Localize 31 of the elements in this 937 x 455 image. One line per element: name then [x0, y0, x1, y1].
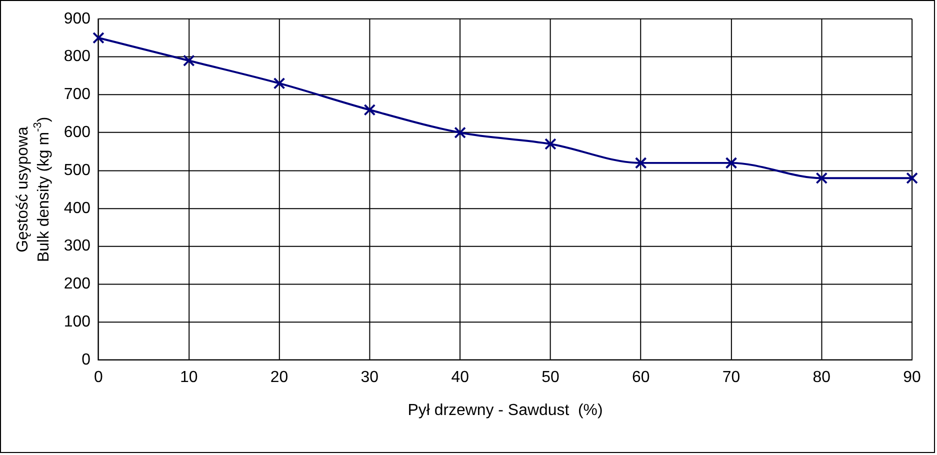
x-tick-label: 20	[270, 368, 288, 386]
x-tick-label: 0	[94, 368, 104, 386]
y-tick-label: 800	[64, 48, 91, 66]
point	[92, 32, 104, 44]
y-tick-label: 0	[82, 351, 91, 368]
x-tick-label: 90	[903, 368, 922, 386]
x-axis-title: Pył drzewny - Sawdust (%)	[408, 402, 603, 419]
point	[364, 104, 376, 116]
point	[273, 77, 286, 90]
x-tick-label: 30	[360, 368, 379, 386]
x-tick-label: 60	[632, 368, 650, 386]
y-tick-label: 600	[64, 124, 91, 141]
point	[544, 138, 556, 150]
point	[725, 157, 738, 169]
point	[454, 126, 466, 139]
point	[906, 172, 918, 184]
x-tick-label: 50	[542, 368, 560, 386]
y-tick-label: 900	[64, 10, 91, 28]
y-tick-label: 400	[64, 200, 91, 217]
y-tick-label: 100	[64, 314, 91, 330]
y-tick-label: 500	[64, 162, 91, 179]
point	[182, 54, 195, 67]
point	[634, 157, 647, 169]
x-tick-label: 10	[180, 368, 198, 386]
y-tick-label: 300	[64, 238, 91, 255]
x-tick-label: 80	[812, 368, 831, 386]
point	[816, 172, 828, 184]
y-tick-label: 200	[64, 276, 91, 293]
x-tick-label: 70	[722, 368, 740, 386]
y-tick-label: 700	[64, 86, 91, 104]
x-tick-label: 40	[451, 368, 470, 386]
